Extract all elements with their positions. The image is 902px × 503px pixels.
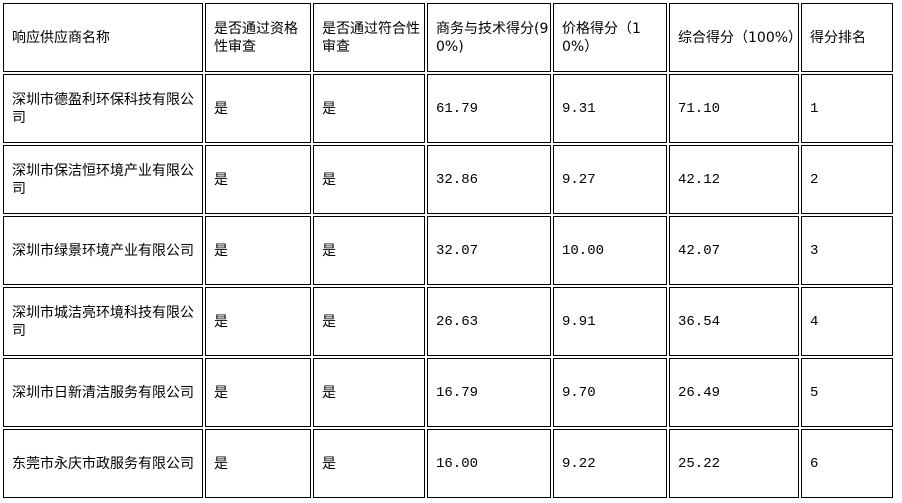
header-cell: 得分排名 xyxy=(801,3,893,72)
business-tech-score: 32.86 xyxy=(427,145,551,214)
rank: 3 xyxy=(801,216,893,285)
qualification-pass: 是 xyxy=(205,74,311,143)
price-score: 9.70 xyxy=(553,358,667,427)
qualification-pass: 是 xyxy=(205,216,311,285)
rank: 2 xyxy=(801,145,893,214)
total-score: 26.49 xyxy=(669,358,799,427)
rank: 5 xyxy=(801,358,893,427)
price-score: 9.27 xyxy=(553,145,667,214)
compliance-pass: 是 xyxy=(313,358,425,427)
compliance-pass: 是 xyxy=(313,216,425,285)
rank: 1 xyxy=(801,74,893,143)
price-score: 9.91 xyxy=(553,287,667,356)
supplier-name: 东莞市永庆市政服务有限公司 xyxy=(3,429,203,498)
business-tech-score: 16.00 xyxy=(427,429,551,498)
price-score: 10.00 xyxy=(553,216,667,285)
total-score: 42.07 xyxy=(669,216,799,285)
total-score: 36.54 xyxy=(669,287,799,356)
qualification-pass: 是 xyxy=(205,429,311,498)
table-row: 深圳市绿景环境产业有限公司是是 32.07 10.00 42.07 3 xyxy=(3,216,893,285)
supplier-name: 深圳市城洁亮环境科技有限公司 xyxy=(3,287,203,356)
header-cell: 是否通过符合性审查 xyxy=(313,3,425,72)
total-score: 71.10 xyxy=(669,74,799,143)
compliance-pass: 是 xyxy=(313,287,425,356)
supplier-name: 深圳市日新清洁服务有限公司 xyxy=(3,358,203,427)
table-row: 深圳市日新清洁服务有限公司是是 16.79 9.70 26.49 5 xyxy=(3,358,893,427)
total-score: 42.12 xyxy=(669,145,799,214)
business-tech-score: 26.63 xyxy=(427,287,551,356)
qualification-pass: 是 xyxy=(205,358,311,427)
table-row: 东莞市永庆市政服务有限公司是是 16.00 9.22 25.22 6 xyxy=(3,429,893,498)
total-score: 25.22 xyxy=(669,429,799,498)
supplier-name: 深圳市绿景环境产业有限公司 xyxy=(3,216,203,285)
header-cell: 是否通过资格性审查 xyxy=(205,3,311,72)
qualification-pass: 是 xyxy=(205,145,311,214)
compliance-pass: 是 xyxy=(313,145,425,214)
business-tech-score: 32.07 xyxy=(427,216,551,285)
table-row: 深圳市保洁恒环境产业有限公司是是 32.86 9.27 42.12 2 xyxy=(3,145,893,214)
header-row: 响应供应商名称 是否通过资格性审查 是否通过符合性审查 商务与技术得分(90%)… xyxy=(3,3,893,72)
supplier-name: 深圳市保洁恒环境产业有限公司 xyxy=(3,145,203,214)
price-score: 9.31 xyxy=(553,74,667,143)
rank: 6 xyxy=(801,429,893,498)
business-tech-score: 16.79 xyxy=(427,358,551,427)
table-row: 深圳市城洁亮环境科技有限公司是是 26.63 9.91 36.54 4 xyxy=(3,287,893,356)
header-cell: 综合得分（100%） xyxy=(669,3,802,72)
supplier-name: 深圳市德盈利环保科技有限公司 xyxy=(3,74,203,143)
price-score: 9.22 xyxy=(553,429,667,498)
rank: 4 xyxy=(801,287,893,356)
business-tech-score: 61.79 xyxy=(427,74,551,143)
compliance-pass: 是 xyxy=(313,74,425,143)
header-cell: 商务与技术得分(90%) xyxy=(427,3,551,72)
header-cell: 响应供应商名称 xyxy=(3,3,203,72)
header-cell: 价格得分（10%） xyxy=(553,3,667,72)
qualification-pass: 是 xyxy=(205,287,311,356)
compliance-pass: 是 xyxy=(313,429,425,498)
table-row: 深圳市德盈利环保科技有限公司是是 61.79 9.31 71.10 1 xyxy=(3,74,893,143)
